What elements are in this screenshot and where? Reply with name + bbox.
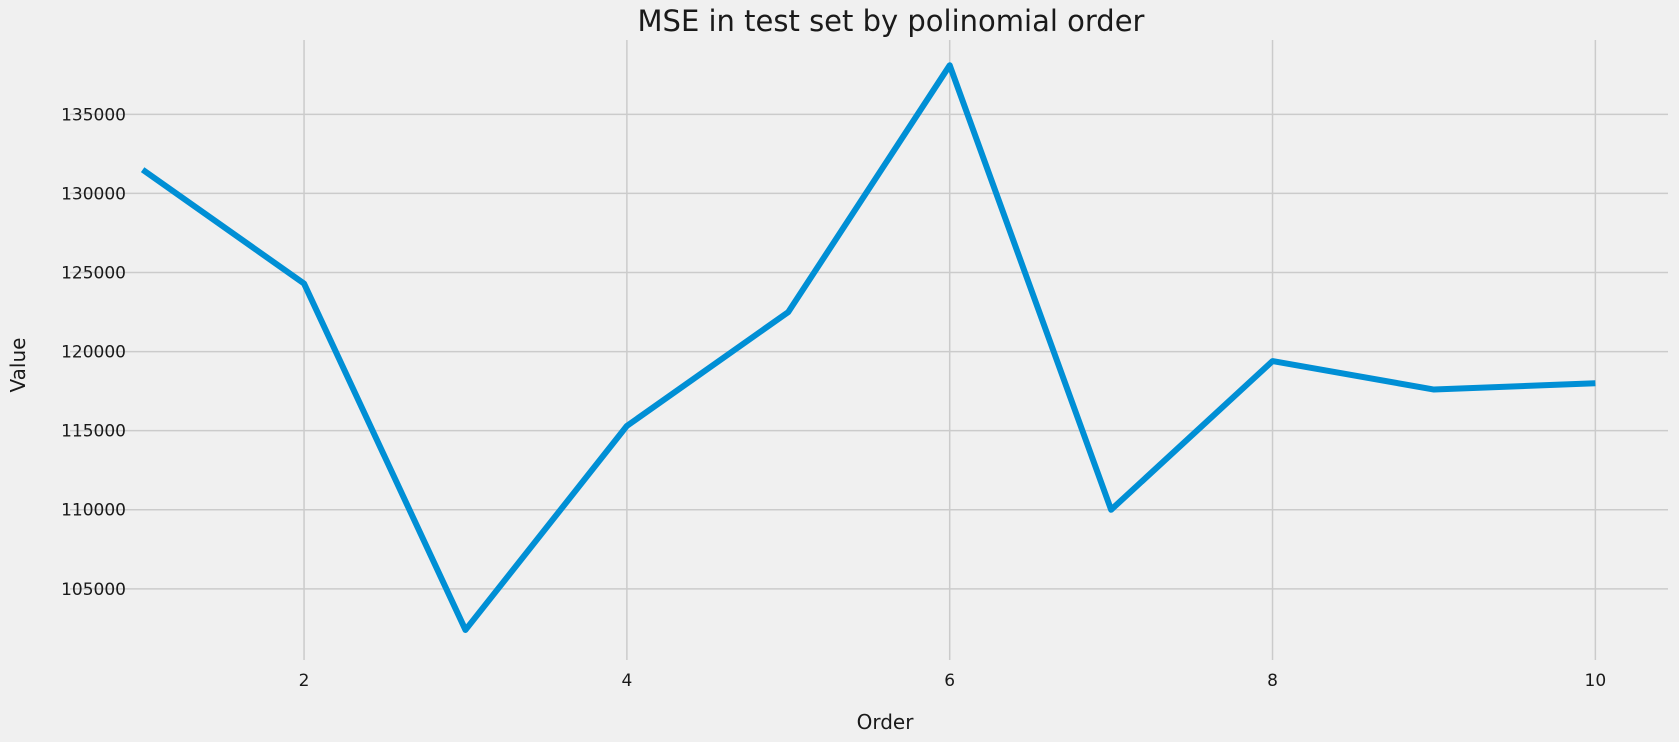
tick-labels: 105000 110000 115000 120000 125000 130000 1350…: [61, 105, 1606, 691]
y-tick-label: 130000: [61, 184, 126, 204]
y-tick-label: 135000: [61, 105, 126, 125]
y-tick-label: 110000: [61, 501, 126, 521]
x-tick-label: 8: [1267, 671, 1278, 691]
x-axis-label: Order: [857, 710, 915, 734]
x-tick-label: 2: [299, 671, 310, 691]
y-tick-label: 115000: [61, 422, 126, 442]
x-tick-label: 6: [944, 671, 955, 691]
series-line: [140, 62, 1596, 633]
series-layer: [140, 62, 1596, 633]
y-axis-label: Value: [6, 338, 30, 393]
chart-title: MSE in test set by polinomial order: [638, 4, 1145, 38]
y-tick-label: 105000: [61, 580, 126, 600]
y-tick-label: 120000: [61, 343, 126, 363]
x-tick-label: 4: [621, 671, 632, 691]
grid: [70, 40, 1668, 660]
y-tick-label: 125000: [61, 264, 126, 284]
x-tick-label: 10: [1585, 671, 1607, 691]
